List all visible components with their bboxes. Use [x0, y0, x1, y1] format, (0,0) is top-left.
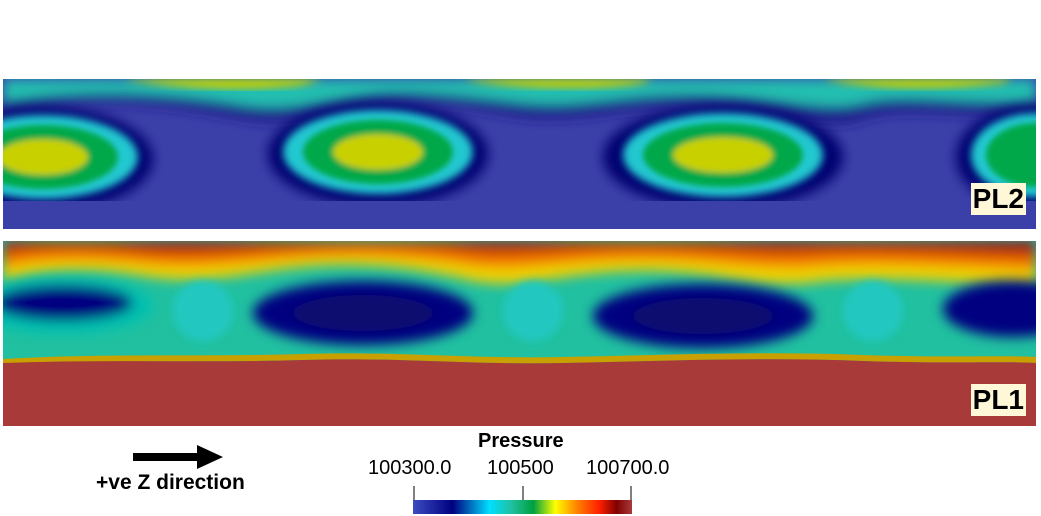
colorbar	[413, 486, 632, 514]
legend-title: Pressure	[478, 430, 564, 452]
pressure-contour-plot-pl2	[3, 79, 1036, 229]
direction-label: +ve Z direction	[96, 471, 245, 494]
panel-label-pl2: PL2	[970, 183, 1026, 215]
legend-tick-max: 100700.0	[586, 457, 670, 479]
panel-label-pl1: PL1	[970, 384, 1026, 416]
pressure-contour-plot-pl1	[3, 241, 1036, 426]
right-arrow-icon	[133, 445, 223, 469]
contour-panel-pl1: PL1	[3, 241, 1036, 426]
legend-tick-min: 100300.0	[368, 457, 452, 479]
contour-panel-pl2: PL2	[3, 79, 1036, 229]
legend-tick-mid: 100500	[487, 457, 554, 479]
